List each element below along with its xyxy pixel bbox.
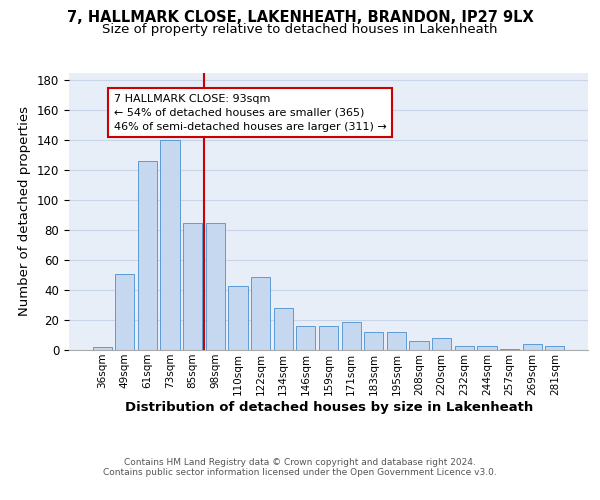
Y-axis label: Number of detached properties: Number of detached properties <box>19 106 31 316</box>
Bar <box>160 140 180 350</box>
Text: 7 HALLMARK CLOSE: 93sqm
← 54% of detached houses are smaller (365)
46% of semi-d: 7 HALLMARK CLOSE: 93sqm ← 54% of detache… <box>113 94 386 132</box>
Text: Size of property relative to detached houses in Lakenheath: Size of property relative to detached ho… <box>102 22 498 36</box>
Bar <box>477 346 497 350</box>
Text: Contains HM Land Registry data © Crown copyright and database right 2024.: Contains HM Land Registry data © Crown c… <box>124 458 476 467</box>
Bar <box>206 222 225 350</box>
Text: Contains public sector information licensed under the Open Government Licence v3: Contains public sector information licen… <box>103 468 497 477</box>
Bar <box>523 344 542 350</box>
Bar <box>409 341 428 350</box>
Bar <box>183 222 202 350</box>
Bar <box>251 276 270 350</box>
Bar <box>545 346 565 350</box>
Bar <box>296 326 316 350</box>
Bar <box>455 346 474 350</box>
Bar <box>274 308 293 350</box>
Bar <box>229 286 248 350</box>
Bar <box>319 326 338 350</box>
Text: Distribution of detached houses by size in Lakenheath: Distribution of detached houses by size … <box>125 401 533 414</box>
Bar <box>341 322 361 350</box>
Bar <box>432 338 451 350</box>
Bar <box>364 332 383 350</box>
Bar <box>115 274 134 350</box>
Bar <box>92 347 112 350</box>
Bar <box>138 161 157 350</box>
Bar <box>387 332 406 350</box>
Text: 7, HALLMARK CLOSE, LAKENHEATH, BRANDON, IP27 9LX: 7, HALLMARK CLOSE, LAKENHEATH, BRANDON, … <box>67 10 533 25</box>
Bar <box>500 348 519 350</box>
